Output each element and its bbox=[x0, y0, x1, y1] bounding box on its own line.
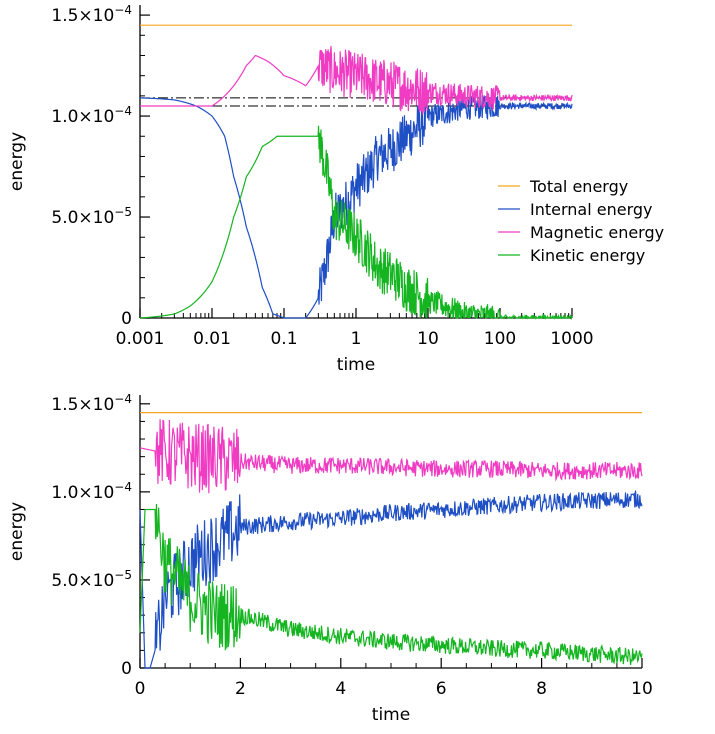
legend-label: Internal energy bbox=[530, 200, 653, 219]
y-tick-label: 5.0×10−5 bbox=[51, 568, 132, 591]
y-tick-label: 1.0×10−4 bbox=[51, 104, 132, 127]
y-axis-label: energy bbox=[7, 132, 27, 191]
series-line-magnetic-energy bbox=[140, 45, 573, 115]
series-line-magnetic-energy bbox=[139, 419, 643, 494]
x-tick-label: 0.1 bbox=[270, 329, 297, 349]
x-tick-label: 0 bbox=[135, 679, 146, 699]
top-panel-log-time: 0 5.0×10−5 1.0×10−4 1.5×10−4 0.001 0.01 0.1 1 10… bbox=[7, 3, 664, 375]
x-tick-label: 6 bbox=[436, 679, 447, 699]
legend-label: Kinetic energy bbox=[530, 246, 645, 265]
x-tick-label: 2 bbox=[235, 679, 246, 699]
y-tick-label: 1.5×10−4 bbox=[51, 3, 132, 26]
y-tick-label: 1.5×10−4 bbox=[51, 392, 132, 415]
x-tick-label: 0.001 bbox=[116, 329, 165, 349]
series-line-kinetic-energy bbox=[139, 125, 573, 321]
y-tick-label: 0 bbox=[121, 659, 132, 679]
x-tick-label: 10 bbox=[631, 679, 653, 699]
legend-label: Magnetic energy bbox=[530, 223, 664, 242]
x-tick-label: 1 bbox=[351, 329, 362, 349]
legend-label: Total energy bbox=[529, 177, 628, 196]
y-tick-label: 5.0×10−5 bbox=[51, 205, 132, 228]
series-line-internal-energy bbox=[139, 490, 643, 669]
x-tick-label: 1000 bbox=[550, 329, 593, 349]
y-tick-label: 1.0×10−4 bbox=[51, 480, 132, 503]
series-line-internal-energy bbox=[139, 94, 573, 319]
x-tick-label: 0.01 bbox=[193, 329, 231, 349]
x-tick-label: 8 bbox=[536, 679, 547, 699]
series-line-kinetic-energy bbox=[139, 504, 643, 665]
x-tick-label: 4 bbox=[335, 679, 346, 699]
x-tick-label: 100 bbox=[484, 329, 516, 349]
y-tick-label: 0 bbox=[121, 309, 132, 329]
x-tick-label: 10 bbox=[417, 329, 439, 349]
y-axis-label: energy bbox=[7, 502, 27, 561]
x-axis-label: time bbox=[372, 705, 410, 725]
bottom-panel-linear-time: 0 5.0×10−5 1.0×10−4 1.5×10−4 0 2 4 6 8 10 time ener… bbox=[7, 392, 653, 725]
x-axis-label: time bbox=[337, 355, 375, 375]
